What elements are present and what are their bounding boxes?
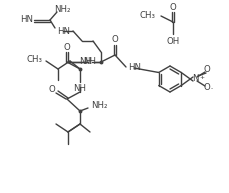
- Text: O: O: [203, 84, 210, 92]
- Text: O: O: [63, 42, 70, 52]
- Text: O: O: [169, 3, 176, 13]
- Text: O: O: [111, 36, 118, 45]
- Text: HN: HN: [20, 15, 33, 25]
- Text: NH: NH: [83, 58, 96, 67]
- Text: CH₃: CH₃: [27, 54, 43, 63]
- Text: HN: HN: [57, 26, 70, 36]
- Text: OH: OH: [166, 36, 179, 46]
- Text: O: O: [203, 65, 210, 74]
- Text: NH: NH: [73, 85, 86, 93]
- Text: N: N: [191, 74, 197, 84]
- Text: HN: HN: [128, 63, 140, 73]
- Text: NH: NH: [79, 58, 92, 67]
- Text: NH₂: NH₂: [54, 4, 70, 14]
- Text: -: -: [210, 86, 212, 91]
- Text: CH₃: CH₃: [139, 12, 155, 20]
- Text: NH₂: NH₂: [91, 102, 107, 111]
- Text: +: +: [198, 75, 203, 80]
- Text: O: O: [48, 85, 55, 95]
